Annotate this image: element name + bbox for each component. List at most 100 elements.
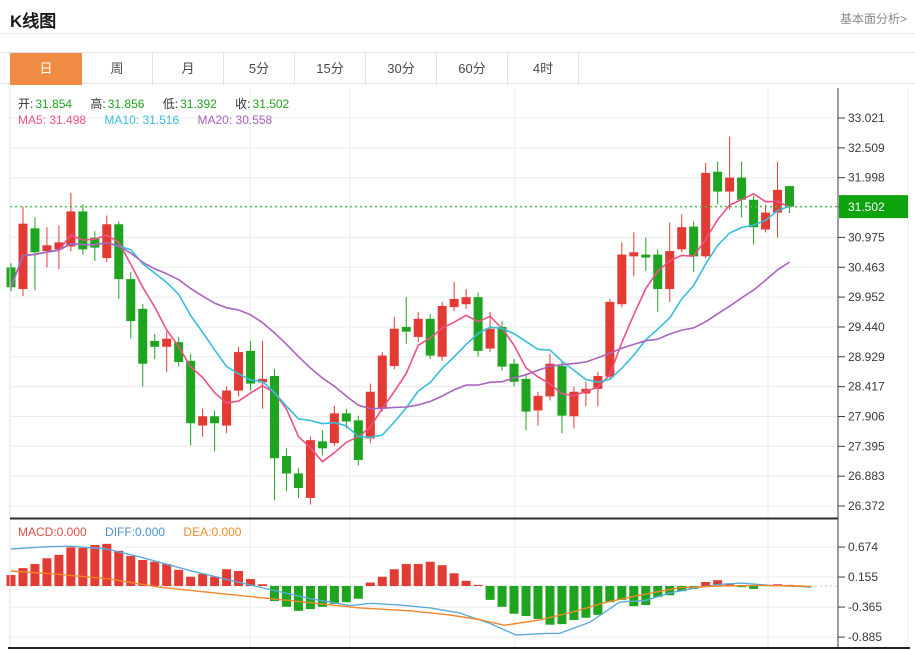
- candle-body: [90, 237, 100, 248]
- ma5-line: [10, 193, 790, 463]
- macd-bar: [150, 561, 160, 586]
- macd-bar: [30, 564, 40, 586]
- candle-body: [126, 279, 136, 322]
- macd-bar: [701, 581, 711, 586]
- candle-body: [545, 363, 555, 397]
- macd-bar: [258, 584, 268, 586]
- price-tick-label: 28.929: [848, 350, 885, 364]
- page-title: K线图: [10, 12, 57, 31]
- candle-body: [305, 440, 315, 498]
- candle-body: [138, 308, 148, 364]
- candle-body: [162, 338, 172, 347]
- macd-bar: [581, 586, 591, 618]
- candle-body: [6, 267, 16, 288]
- candle-body: [66, 211, 76, 247]
- candle-body: [329, 413, 339, 444]
- candle-body: [401, 326, 411, 332]
- price-tick-label: 29.440: [848, 320, 885, 334]
- candle-body: [186, 360, 196, 424]
- candle-body: [293, 473, 303, 489]
- tab-30分[interactable]: 30分: [366, 53, 437, 85]
- candle-body: [485, 328, 495, 349]
- header-divider: [0, 33, 915, 34]
- macd-bar: [138, 560, 148, 586]
- fundamental-analysis-link[interactable]: 基本面分析>: [839, 12, 907, 26]
- macd-bar: [162, 564, 172, 586]
- candle-body: [473, 297, 483, 351]
- kline-chart[interactable]: 33.021 32.509 31.998 30.975 30.463 29.952 29.4…: [0, 88, 915, 650]
- macd-bar: [413, 564, 423, 586]
- candle-body: [389, 328, 399, 367]
- page-header: K线图 基本面分析>: [0, 0, 915, 33]
- candle-body: [42, 245, 52, 252]
- candle-body: [557, 366, 567, 416]
- candle-body: [413, 318, 423, 337]
- macd-bar: [42, 558, 52, 586]
- macd-tick-label: -0.885: [848, 630, 882, 644]
- macd-bar: [198, 573, 208, 586]
- candle-body: [246, 350, 256, 384]
- macd-bar: [78, 547, 88, 586]
- macd-bar: [341, 586, 351, 603]
- price-tick-label: 26.883: [848, 469, 885, 483]
- candle-body: [210, 416, 220, 424]
- candle-body: [198, 416, 208, 426]
- macd-bar: [473, 584, 483, 586]
- candle-body: [677, 227, 687, 250]
- price-tick-label: 27.395: [848, 439, 885, 453]
- macd-bar: [437, 565, 447, 586]
- tab-日[interactable]: 日: [10, 53, 82, 85]
- tab-5分[interactable]: 5分: [224, 53, 295, 85]
- macd-bar: [593, 586, 603, 615]
- candle-body: [269, 375, 279, 459]
- candle-body: [569, 391, 579, 417]
- macd-bar: [557, 586, 567, 625]
- macd-bar: [461, 580, 471, 586]
- macd-bar: [533, 586, 543, 619]
- macd-bar: [365, 582, 375, 586]
- macd-bar: [126, 555, 136, 586]
- macd-bar: [737, 586, 747, 588]
- tab-60分[interactable]: 60分: [437, 53, 508, 85]
- candle-body: [365, 391, 375, 439]
- price-tick-label: 33.021: [848, 111, 885, 125]
- ma10-line: [10, 205, 790, 439]
- macd-bar: [497, 586, 507, 607]
- macd-bar: [641, 586, 651, 606]
- tab-月[interactable]: 月: [153, 53, 224, 85]
- candle-body: [222, 390, 232, 426]
- price-tick-label: 30.975: [848, 230, 885, 244]
- macd-bar: [749, 586, 759, 589]
- candle-body: [617, 254, 627, 305]
- macd-bar: [569, 586, 579, 621]
- candle-body: [641, 254, 651, 258]
- macd-bar: [617, 586, 627, 600]
- macd-bar: [90, 544, 100, 586]
- candle-body: [749, 199, 759, 228]
- macd-bar: [353, 586, 363, 599]
- candle-body: [234, 352, 244, 391]
- candle-body: [102, 224, 112, 259]
- tab-周[interactable]: 周: [82, 53, 153, 85]
- candle-body: [785, 186, 794, 207]
- tab-4时[interactable]: 4时: [508, 53, 579, 85]
- macd-bar: [174, 569, 184, 586]
- candle-body: [150, 340, 160, 347]
- macd-bar: [605, 586, 615, 603]
- macd-bar: [425, 561, 435, 586]
- candle-body: [665, 251, 675, 290]
- macd-bar: [509, 586, 519, 614]
- macd-tick-label: 0.155: [848, 570, 878, 584]
- tab-15分[interactable]: 15分: [295, 53, 366, 85]
- macd-bar: [389, 569, 399, 586]
- macd-bar: [305, 586, 315, 610]
- macd-bar: [293, 586, 303, 611]
- candle-body: [78, 211, 88, 250]
- candle-body: [497, 326, 507, 367]
- macd-bar: [18, 568, 28, 586]
- macd-bar: [210, 576, 220, 586]
- candle-body: [317, 441, 327, 449]
- macd-bar: [54, 554, 64, 586]
- candle-body: [509, 363, 519, 382]
